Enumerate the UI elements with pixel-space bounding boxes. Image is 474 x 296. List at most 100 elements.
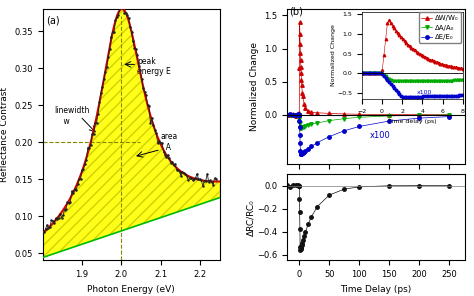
X-axis label: Photon Energy (eV): Photon Energy (eV) xyxy=(87,285,175,294)
ΔE/E₀ xyxy=(297,119,302,123)
ΔE/E₀ xyxy=(341,129,347,133)
ΔA/A₀ xyxy=(297,117,302,120)
ΔA/A₀ xyxy=(297,126,303,130)
ΔA/A₀ xyxy=(341,117,347,120)
ΔW/W₀ xyxy=(447,113,452,117)
ΔW/W₀ xyxy=(314,111,320,115)
ΔE/E₀ xyxy=(296,113,302,116)
ΔE/E₀ xyxy=(387,119,392,123)
ΔA/A₀ xyxy=(301,125,307,128)
ΔE/E₀ xyxy=(297,125,302,128)
ΔE/E₀ xyxy=(356,125,362,128)
ΔE/E₀ xyxy=(295,113,301,116)
ΔE/E₀ xyxy=(298,153,303,156)
ΔW/W₀ xyxy=(341,112,347,116)
ΔA/A₀ xyxy=(297,126,303,130)
ΔW/W₀ xyxy=(284,112,290,116)
Text: x100: x100 xyxy=(370,131,391,140)
ΔA/A₀ xyxy=(298,126,303,130)
ΔE/E₀ xyxy=(296,113,302,117)
Line: ΔA/A₀: ΔA/A₀ xyxy=(285,113,451,130)
Legend: ΔW/W₀, ΔA/A₀, ΔE/E₀: ΔW/W₀, ΔA/A₀, ΔE/E₀ xyxy=(419,12,461,43)
ΔE/E₀ xyxy=(297,133,303,136)
ΔE/E₀ xyxy=(299,152,304,155)
ΔA/A₀ xyxy=(296,113,302,116)
Text: linewidth
    w: linewidth w xyxy=(55,107,90,126)
ΔE/E₀ xyxy=(291,113,296,117)
ΔW/W₀ xyxy=(297,32,303,36)
ΔA/A₀ xyxy=(296,113,302,117)
Y-axis label: Normalized Change: Normalized Change xyxy=(250,42,259,131)
ΔE/E₀ xyxy=(417,116,422,120)
ΔA/A₀ xyxy=(327,119,332,122)
ΔA/A₀ xyxy=(299,126,304,129)
ΔE/E₀ xyxy=(298,152,304,156)
ΔE/E₀ xyxy=(327,135,332,138)
ΔE/E₀ xyxy=(300,151,305,155)
ΔA/A₀ xyxy=(298,126,304,129)
ΔW/W₀ xyxy=(327,112,332,115)
ΔE/E₀ xyxy=(284,113,290,117)
ΔE/E₀ xyxy=(287,112,293,116)
ΔA/A₀ xyxy=(417,113,422,117)
ΔW/W₀ xyxy=(300,94,306,98)
ΔA/A₀ xyxy=(287,113,293,117)
ΔW/W₀ xyxy=(293,114,299,118)
ΔW/W₀ xyxy=(287,114,293,117)
ΔA/A₀ xyxy=(291,113,296,117)
ΔW/W₀ xyxy=(299,83,304,87)
Y-axis label: Reflectance Contrast: Reflectance Contrast xyxy=(0,87,9,182)
ΔE/E₀ xyxy=(301,150,307,153)
ΔA/A₀ xyxy=(284,113,290,117)
ΔA/A₀ xyxy=(387,114,392,118)
ΔA/A₀ xyxy=(300,126,305,129)
ΔA/A₀ xyxy=(309,123,314,126)
ΔA/A₀ xyxy=(314,121,320,125)
ΔA/A₀ xyxy=(300,125,306,129)
ΔE/E₀ xyxy=(298,149,303,152)
ΔW/W₀ xyxy=(296,114,302,117)
X-axis label: Time Delay (ps): Time Delay (ps) xyxy=(340,285,411,294)
ΔW/W₀ xyxy=(298,51,303,54)
ΔA/A₀ xyxy=(356,115,362,119)
ΔW/W₀ xyxy=(295,112,301,116)
ΔA/A₀ xyxy=(447,113,452,117)
ΔW/W₀ xyxy=(297,42,303,46)
ΔW/W₀ xyxy=(417,113,422,117)
ΔW/W₀ xyxy=(296,113,302,117)
ΔW/W₀ xyxy=(298,65,304,69)
ΔW/W₀ xyxy=(297,67,302,70)
ΔA/A₀ xyxy=(302,124,308,128)
ΔE/E₀ xyxy=(300,151,306,154)
ΔE/E₀ xyxy=(296,113,301,117)
ΔE/E₀ xyxy=(314,141,320,144)
ΔA/A₀ xyxy=(296,113,301,117)
ΔW/W₀ xyxy=(301,102,307,106)
ΔA/A₀ xyxy=(293,113,299,117)
ΔW/W₀ xyxy=(296,112,301,115)
ΔW/W₀ xyxy=(291,112,296,116)
ΔW/W₀ xyxy=(300,92,305,95)
ΔA/A₀ xyxy=(305,123,311,127)
Y-axis label: ΔRC/RC₀: ΔRC/RC₀ xyxy=(247,199,256,236)
ΔE/E₀ xyxy=(447,115,452,118)
ΔW/W₀ xyxy=(305,110,311,113)
Text: peak
energy E: peak energy E xyxy=(137,57,171,76)
ΔW/W₀ xyxy=(309,110,314,114)
ΔE/E₀ xyxy=(298,152,304,156)
Text: (b): (b) xyxy=(289,6,303,16)
ΔA/A₀ xyxy=(297,121,302,125)
ΔE/E₀ xyxy=(299,152,304,155)
Text: (a): (a) xyxy=(46,16,60,26)
ΔW/W₀ xyxy=(299,78,304,81)
ΔW/W₀ xyxy=(302,106,308,110)
ΔW/W₀ xyxy=(297,20,302,24)
ΔA/A₀ xyxy=(299,126,304,129)
ΔE/E₀ xyxy=(305,147,311,150)
ΔW/W₀ xyxy=(298,59,303,62)
Line: ΔE/E₀: ΔE/E₀ xyxy=(285,112,451,156)
ΔE/E₀ xyxy=(309,145,314,148)
Line: ΔW/W₀: ΔW/W₀ xyxy=(285,20,451,118)
ΔW/W₀ xyxy=(387,113,392,116)
ΔE/E₀ xyxy=(297,141,303,144)
